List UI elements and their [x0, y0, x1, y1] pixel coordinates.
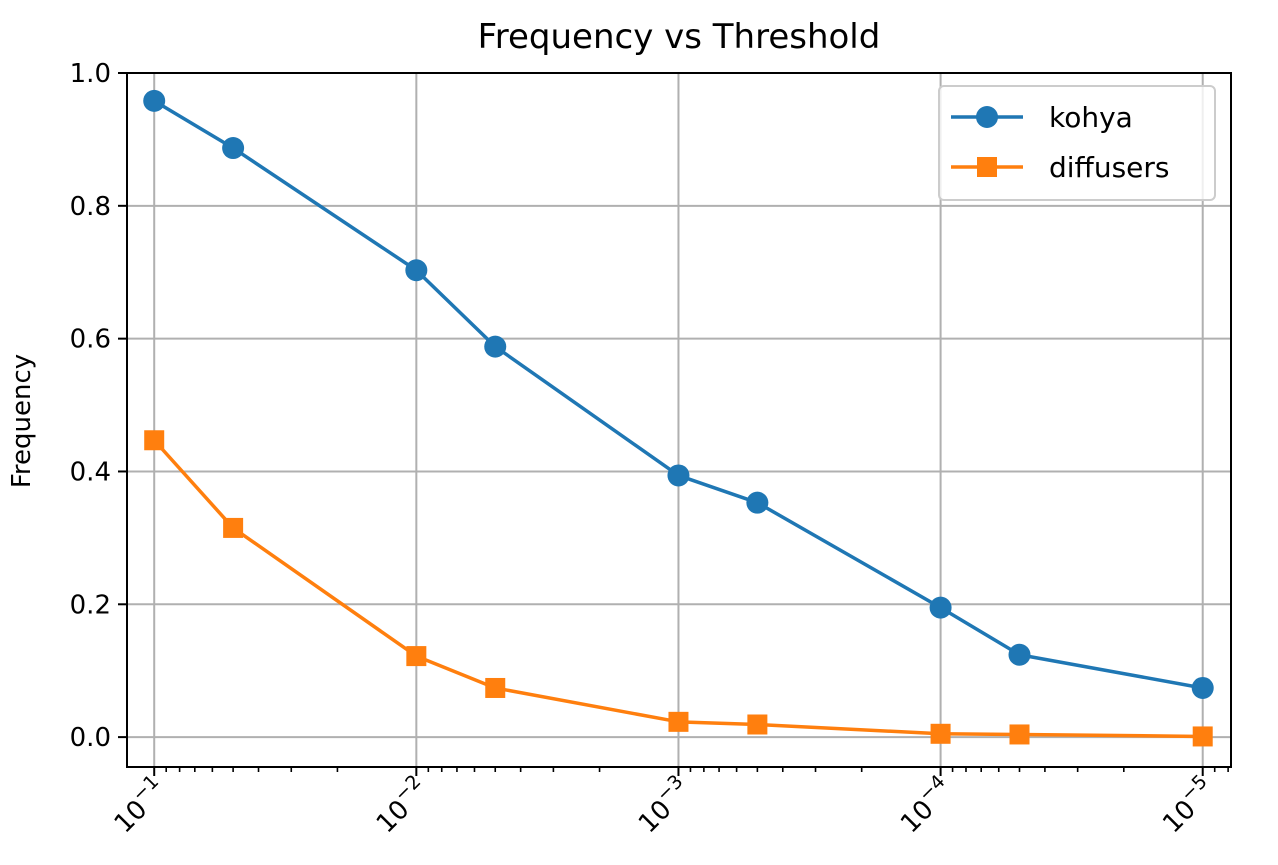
legend-item: diffusers — [951, 151, 1170, 184]
y-tick-label: 0.2 — [70, 590, 111, 620]
data-point — [746, 491, 769, 514]
data-point — [484, 335, 507, 358]
data-point — [1192, 726, 1213, 747]
data-point — [930, 723, 951, 744]
y-tick-label: 0.8 — [70, 192, 111, 222]
data-point — [929, 596, 952, 619]
series-diffusers — [144, 430, 1213, 747]
data-point — [222, 137, 245, 160]
data-point — [747, 714, 768, 735]
y-axis-label: Frequency — [7, 354, 37, 488]
data-point — [144, 430, 165, 451]
y-tick-label: 0.4 — [70, 457, 111, 487]
y-tick-label: 0.6 — [70, 325, 111, 355]
legend-marker — [976, 106, 998, 128]
data-point — [1008, 643, 1031, 666]
series-kohya — [143, 89, 1214, 699]
data-point — [1191, 676, 1214, 699]
data-point — [406, 646, 427, 667]
legend-box — [938, 85, 1216, 201]
data-point — [223, 517, 244, 538]
series-layer — [143, 89, 1214, 747]
data-point — [1009, 724, 1030, 745]
legend-marker — [977, 157, 997, 177]
y-tick-label: 1.0 — [70, 59, 111, 89]
legend: kohya diffusers — [938, 85, 1216, 201]
data-point — [405, 259, 428, 282]
chart-title: Frequency vs Threshold — [478, 17, 881, 57]
legend-label: kohya — [1049, 101, 1133, 134]
y-tick-label: 0.0 — [70, 723, 111, 753]
legend-label: diffusers — [1049, 151, 1170, 184]
data-point — [485, 677, 506, 698]
data-point — [668, 711, 689, 732]
data-point — [667, 464, 690, 487]
legend-item: kohya — [951, 101, 1133, 134]
data-point — [143, 89, 166, 112]
